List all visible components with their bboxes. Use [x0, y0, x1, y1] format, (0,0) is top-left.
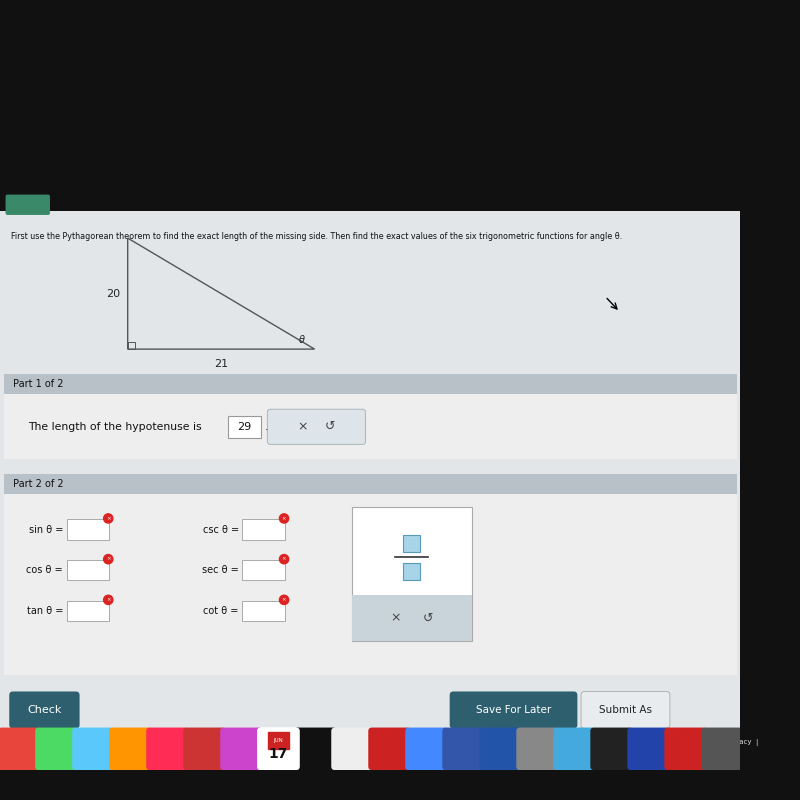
Text: 29: 29 [237, 422, 251, 432]
FancyBboxPatch shape [183, 727, 226, 770]
Text: ×: × [282, 516, 286, 521]
Text: Part 2 of 2: Part 2 of 2 [13, 479, 63, 490]
FancyBboxPatch shape [294, 727, 337, 770]
Text: ×: × [282, 598, 286, 602]
Text: Part 1 of 2: Part 1 of 2 [13, 379, 63, 390]
Text: ↺: ↺ [423, 612, 434, 625]
Text: csc θ =: csc θ = [202, 525, 238, 534]
Bar [66, 519, 109, 540]
FancyBboxPatch shape [258, 727, 300, 770]
FancyBboxPatch shape [258, 727, 300, 770]
Bar [4, 459, 737, 474]
FancyBboxPatch shape [331, 727, 374, 770]
FancyBboxPatch shape [554, 727, 596, 770]
Text: 17: 17 [269, 747, 288, 762]
Bar [0, 211, 740, 714]
FancyBboxPatch shape [72, 727, 114, 770]
FancyBboxPatch shape [267, 410, 366, 445]
FancyBboxPatch shape [146, 727, 189, 770]
Text: © 2021 McGraw-Hill Education. All Rights Reserved    Terms of Use  |  Privacy  |: © 2021 McGraw-Hill Education. All Rights… [481, 738, 758, 746]
FancyBboxPatch shape [35, 727, 78, 770]
Bar [403, 563, 420, 579]
Text: cos θ =: cos θ = [26, 566, 63, 575]
Circle shape [104, 595, 113, 605]
FancyBboxPatch shape [0, 727, 41, 770]
Text: tan θ =: tan θ = [26, 606, 63, 616]
FancyBboxPatch shape [516, 727, 559, 770]
FancyBboxPatch shape [109, 727, 152, 770]
Bar [128, 342, 135, 349]
FancyBboxPatch shape [10, 691, 79, 729]
FancyBboxPatch shape [6, 194, 50, 215]
Bar [4, 374, 737, 394]
Bar [352, 595, 472, 642]
FancyBboxPatch shape [406, 727, 448, 770]
FancyBboxPatch shape [664, 727, 707, 770]
Bar [242, 560, 285, 581]
FancyBboxPatch shape [220, 727, 262, 770]
Bar [0, 686, 740, 734]
FancyBboxPatch shape [702, 727, 744, 770]
Text: ×: × [106, 598, 110, 602]
Circle shape [279, 554, 289, 564]
Text: ×: × [298, 420, 308, 434]
Bar [0, 698, 740, 714]
Bar [242, 519, 285, 540]
Text: 21: 21 [214, 359, 228, 369]
FancyBboxPatch shape [581, 691, 670, 729]
Bar [4, 494, 737, 675]
Text: ×: × [106, 516, 110, 521]
Text: cot θ =: cot θ = [203, 606, 238, 616]
Bar [0, 750, 740, 770]
Bar [66, 560, 109, 581]
Text: Submit As: Submit As [599, 705, 652, 715]
Text: The length of the hypotenuse is: The length of the hypotenuse is [28, 422, 202, 432]
Circle shape [279, 595, 289, 605]
FancyBboxPatch shape [479, 727, 522, 770]
Text: Check: Check [27, 705, 62, 715]
Bar [228, 416, 261, 438]
FancyBboxPatch shape [450, 691, 578, 729]
Text: ×: × [390, 612, 400, 625]
Text: sec θ =: sec θ = [202, 566, 238, 575]
Text: θ: θ [298, 335, 305, 345]
FancyBboxPatch shape [442, 727, 485, 770]
FancyBboxPatch shape [627, 727, 670, 770]
Text: sin θ =: sin θ = [29, 525, 63, 534]
Bar [4, 474, 737, 494]
Bar [0, 734, 740, 750]
Text: Save For Later: Save For Later [476, 705, 551, 715]
Circle shape [104, 554, 113, 564]
Text: ×: × [282, 557, 286, 562]
Text: JUN: JUN [274, 738, 283, 743]
Bar [242, 601, 285, 621]
Bar [0, 30, 740, 211]
Text: First use the Pythagorean theorem to find the exact length of the missing side. : First use the Pythagorean theorem to fin… [11, 231, 622, 241]
FancyBboxPatch shape [590, 727, 633, 770]
FancyBboxPatch shape [368, 727, 411, 770]
Bar [403, 535, 420, 552]
Circle shape [104, 514, 113, 523]
Text: ↺: ↺ [325, 420, 335, 434]
Bar [4, 394, 737, 459]
Bar [352, 507, 472, 642]
Text: 20: 20 [106, 289, 120, 298]
Text: ×: × [106, 557, 110, 562]
Bar [66, 601, 109, 621]
Circle shape [279, 514, 289, 523]
Text: .: . [265, 422, 268, 432]
